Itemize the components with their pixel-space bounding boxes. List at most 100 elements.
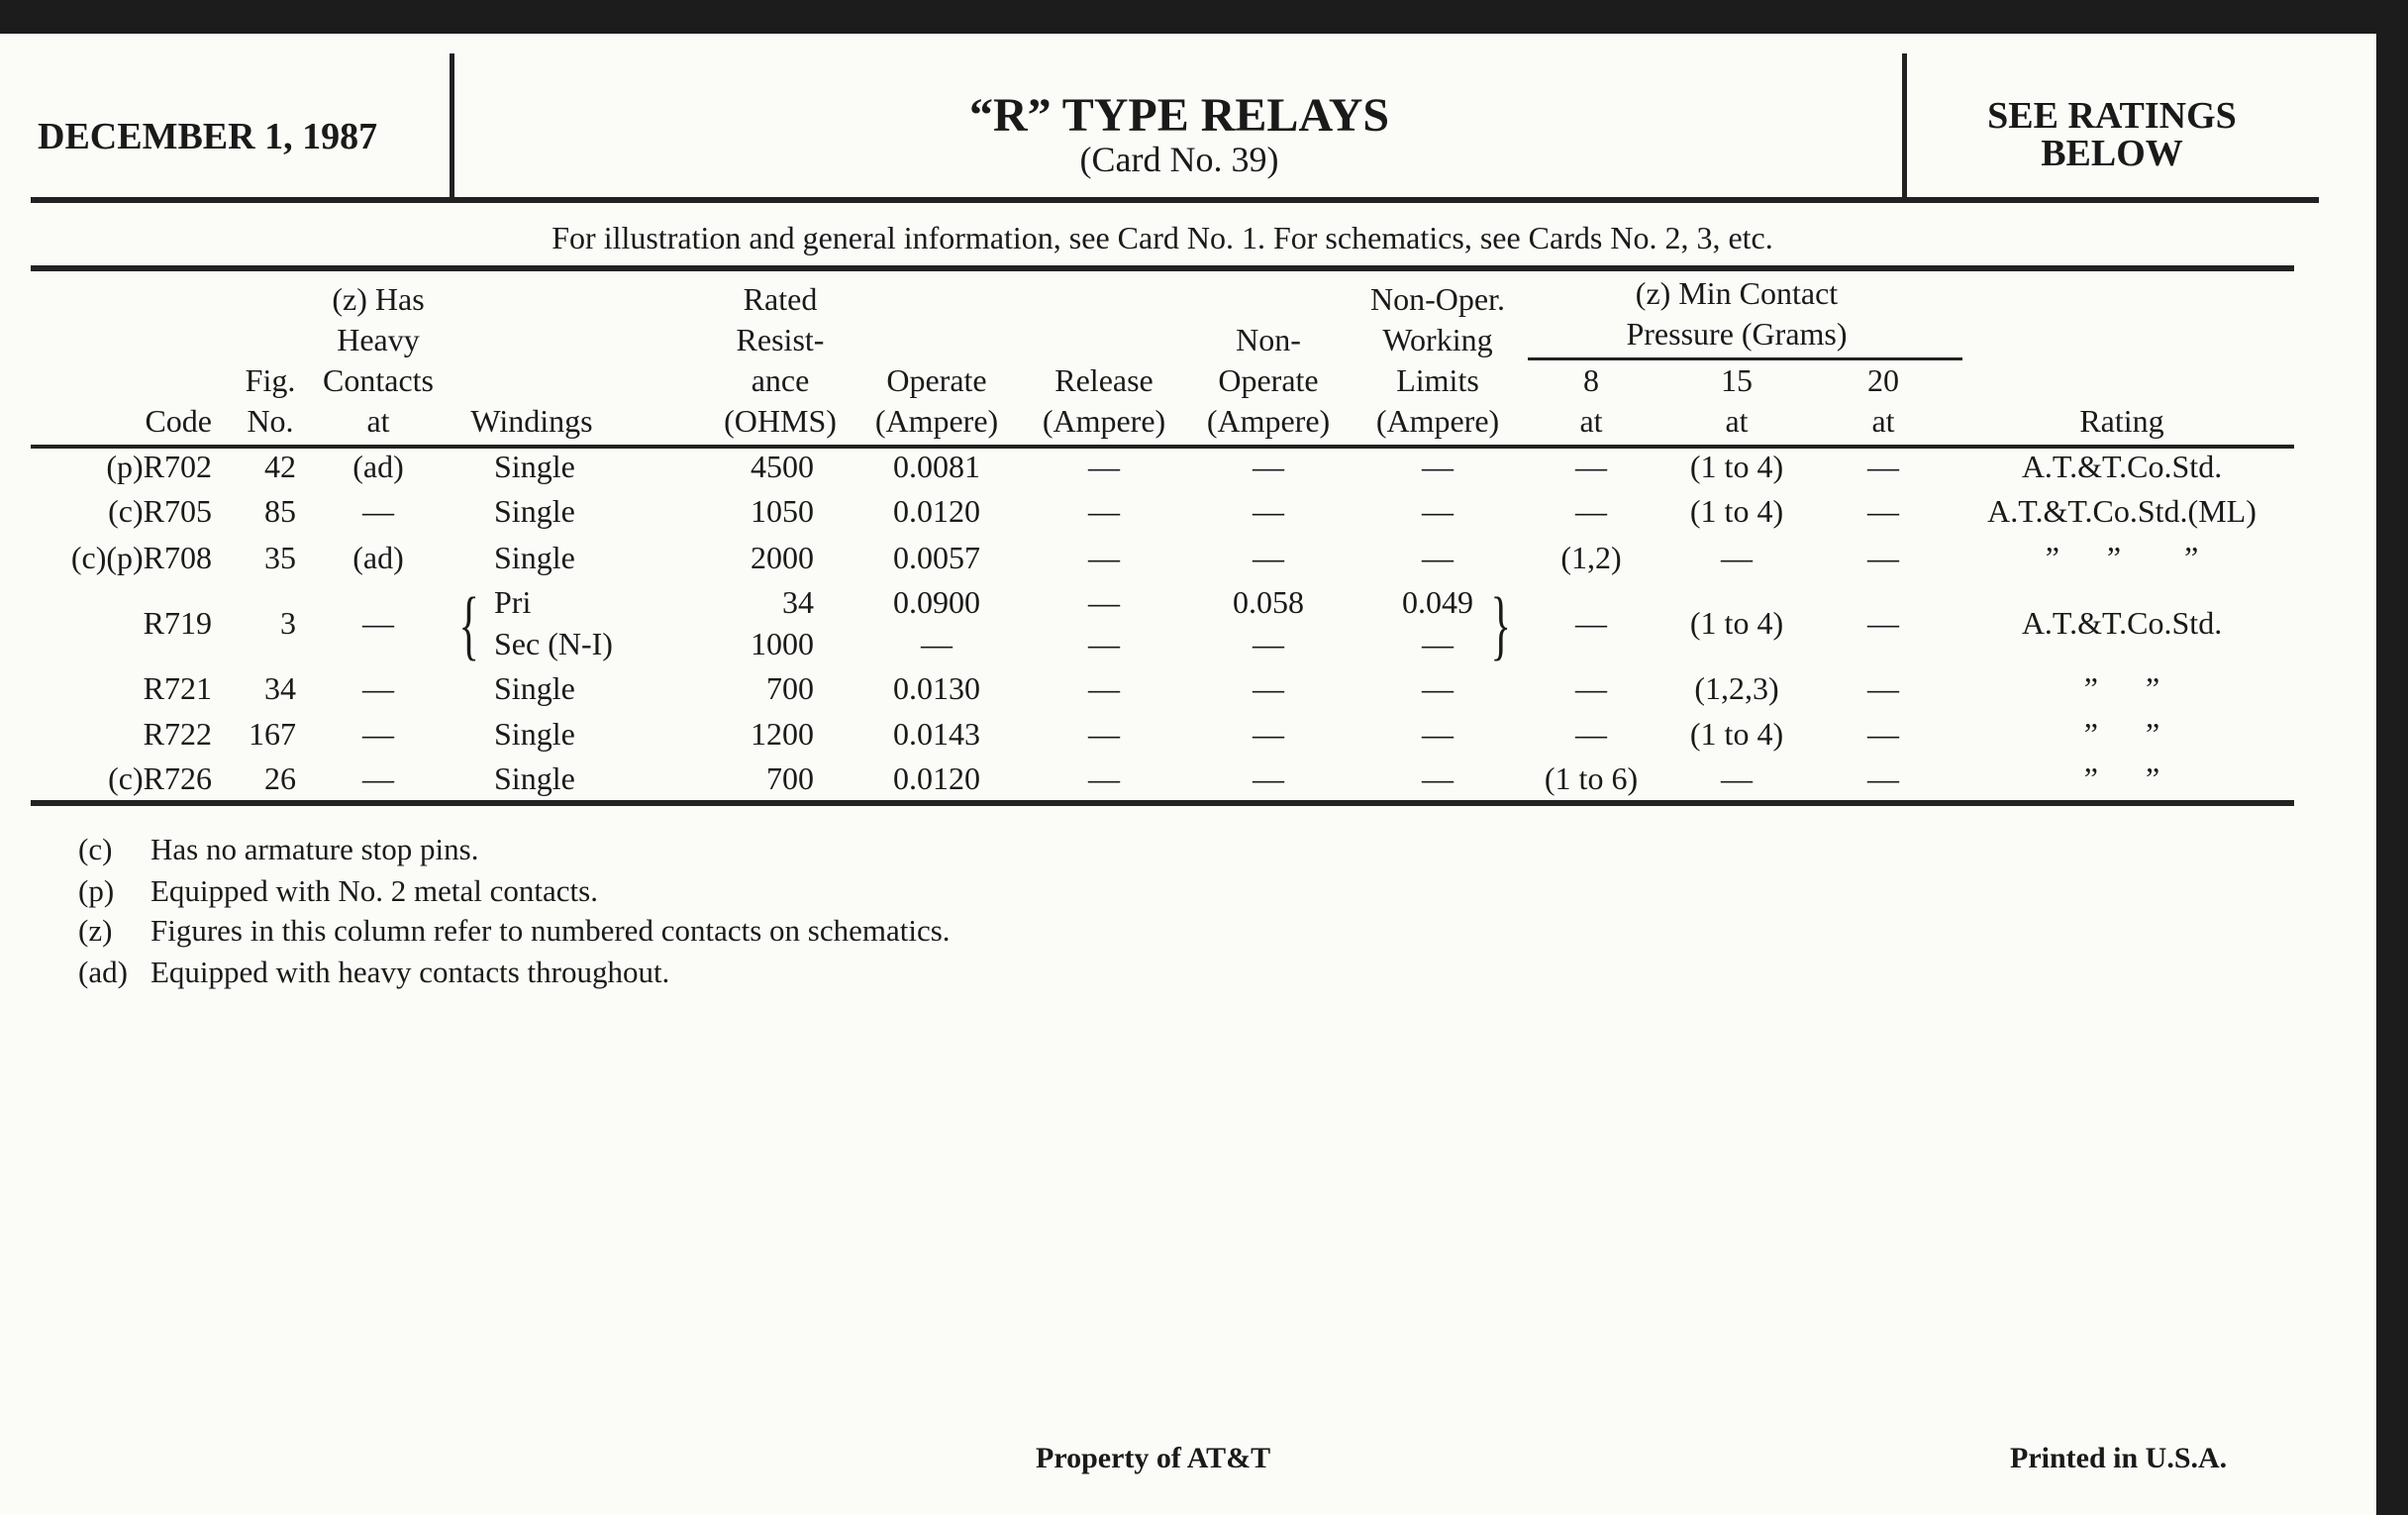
cell-working: — (1422, 670, 1454, 706)
header-bottom-rule (31, 445, 2294, 449)
footer-printed: Printed in U.S.A. (2010, 1442, 2228, 1474)
cell-operate: 0.0120 (893, 760, 980, 796)
cell-secondary-operate: — (921, 626, 953, 661)
cell-contacts: (ad) (352, 540, 404, 575)
cell-working: — (1422, 493, 1454, 529)
cell-operate: 0.0900 (893, 584, 980, 620)
header-divider (1902, 53, 1907, 200)
cell-ohms: 2000 (751, 540, 814, 575)
cell-code: (p)R702 (106, 449, 212, 484)
column-header-non-operate: Non- Operate (Ampere) (1206, 322, 1331, 439)
cell-ohms: 700 (766, 670, 814, 706)
cell-rating: A.T.&T.Co.Std. (2021, 605, 2223, 641)
cell-operate: 0.0143 (893, 716, 980, 752)
right-brace-icon: } (1490, 581, 1512, 667)
cell-operate: 0.0081 (893, 449, 980, 484)
cell-p8: (1,2) (1560, 540, 1622, 575)
cell-p8: — (1575, 605, 1607, 641)
cell-p20: — (1867, 716, 1899, 752)
cell-code: R719 (143, 605, 212, 641)
cell-p15: (1 to 4) (1689, 716, 1784, 752)
table-top-rule (31, 265, 2294, 271)
column-header-ohms: Rated Resist- ance (OHMS) (724, 281, 837, 439)
left-brace-icon: { (458, 581, 480, 667)
footnote-mark: (c) (78, 832, 113, 866)
cell-fig: 3 (280, 605, 296, 641)
right-border (2376, 0, 2408, 1515)
cell-p8: — (1575, 716, 1607, 752)
cell-p20: — (1867, 760, 1899, 796)
cell-non-operate: — (1253, 716, 1284, 752)
cell-rating: A.T.&T.Co.Std.(ML) (1987, 493, 2257, 529)
cell-p15: (1 to 4) (1689, 605, 1784, 641)
footnote-text: Equipped with heavy contacts throughout. (150, 955, 670, 989)
cell-non-operate: — (1253, 670, 1284, 706)
cell-fig: 35 (264, 540, 296, 575)
cell-code: R721 (143, 670, 212, 706)
info-line: For illustration and general information… (552, 220, 1773, 255)
cell-rating: ” ” (2083, 670, 2160, 706)
column-header-fig: Fig. No. (245, 362, 296, 439)
cell-non-operate: — (1253, 449, 1284, 484)
column-header-pressure-group: (z) Min Contact Pressure (Grams) (1626, 275, 1848, 352)
cell-ohms: 700 (766, 760, 814, 796)
cell-rating: ” ” ” (2045, 540, 2199, 575)
cell-p15: — (1721, 760, 1753, 796)
cell-p8: (1 to 6) (1544, 760, 1639, 796)
cell-secondary-non-operate: — (1253, 626, 1284, 661)
cell-code: (c)R726 (108, 760, 212, 796)
cell-code: (c)(p)R708 (70, 540, 212, 575)
cell-release: — (1088, 760, 1120, 796)
cell-non-operate: — (1253, 493, 1284, 529)
cell-contacts: — (362, 716, 394, 752)
footnote-text: Equipped with No. 2 metal contacts. (150, 873, 598, 908)
column-header-rating: Rating (2079, 403, 2164, 439)
footnote-mark: (p) (78, 873, 115, 908)
cell-non-operate: — (1253, 540, 1284, 575)
header-rule (31, 197, 2319, 203)
footnote-text: Has no armature stop pins. (150, 832, 479, 866)
top-border (0, 0, 2408, 34)
cell-p20: — (1867, 493, 1899, 529)
cell-secondary-ohms: 1000 (751, 626, 814, 661)
cell-rating: ” ” (2083, 760, 2160, 796)
cell-p15: (1,2,3) (1694, 670, 1779, 706)
ratings-note: SEE RATINGS BELOW (1987, 95, 2237, 174)
cell-fig: 167 (249, 716, 296, 752)
cell-p15: — (1721, 540, 1753, 575)
footnote-mark: (z) (78, 913, 113, 948)
column-header-operate: Operate (Ampere) (874, 362, 999, 439)
cell-non-operate: — (1253, 760, 1284, 796)
cell-p20: — (1867, 449, 1899, 484)
cell-non-operate: 0.058 (1233, 584, 1304, 620)
card-title: “R” TYPE RELAYS (968, 89, 1390, 142)
cell-release: — (1088, 449, 1120, 484)
cell-working: 0.049 (1402, 584, 1473, 620)
cell-code: R722 (143, 716, 212, 752)
cell-contacts: — (362, 605, 394, 641)
cell-fig: 34 (264, 670, 296, 706)
cell-operate: 0.0120 (893, 493, 980, 529)
cell-p8: — (1575, 493, 1607, 529)
footnote-mark: (ad) (78, 955, 128, 989)
cell-p20: — (1867, 670, 1899, 706)
header-divider (450, 53, 454, 200)
cell-release: — (1088, 670, 1120, 706)
cell-rating: ” ” (2083, 716, 2160, 752)
cell-p20: — (1867, 540, 1899, 575)
column-header-windings: Windings (470, 403, 593, 439)
column-header-release: Release (Ampere) (1042, 362, 1166, 439)
footer-property: Property of AT&T (1036, 1442, 1271, 1474)
cell-contacts: — (362, 493, 394, 529)
cell-windings: Single (494, 449, 575, 484)
card-title-block: “R” TYPE RELAYS (Card No. 39) (455, 89, 1903, 179)
cell-windings: Single (494, 540, 575, 575)
column-header-p20: 20 at (1867, 362, 1899, 439)
cell-windings: Single (494, 493, 575, 529)
cell-release: — (1088, 540, 1120, 575)
pressure-group-rule (1528, 357, 1962, 360)
cell-ohms: 4500 (751, 449, 814, 484)
cell-p8: — (1575, 670, 1607, 706)
cell-working: — (1422, 449, 1454, 484)
cell-secondary-windings: Sec (N-I) (494, 626, 613, 661)
